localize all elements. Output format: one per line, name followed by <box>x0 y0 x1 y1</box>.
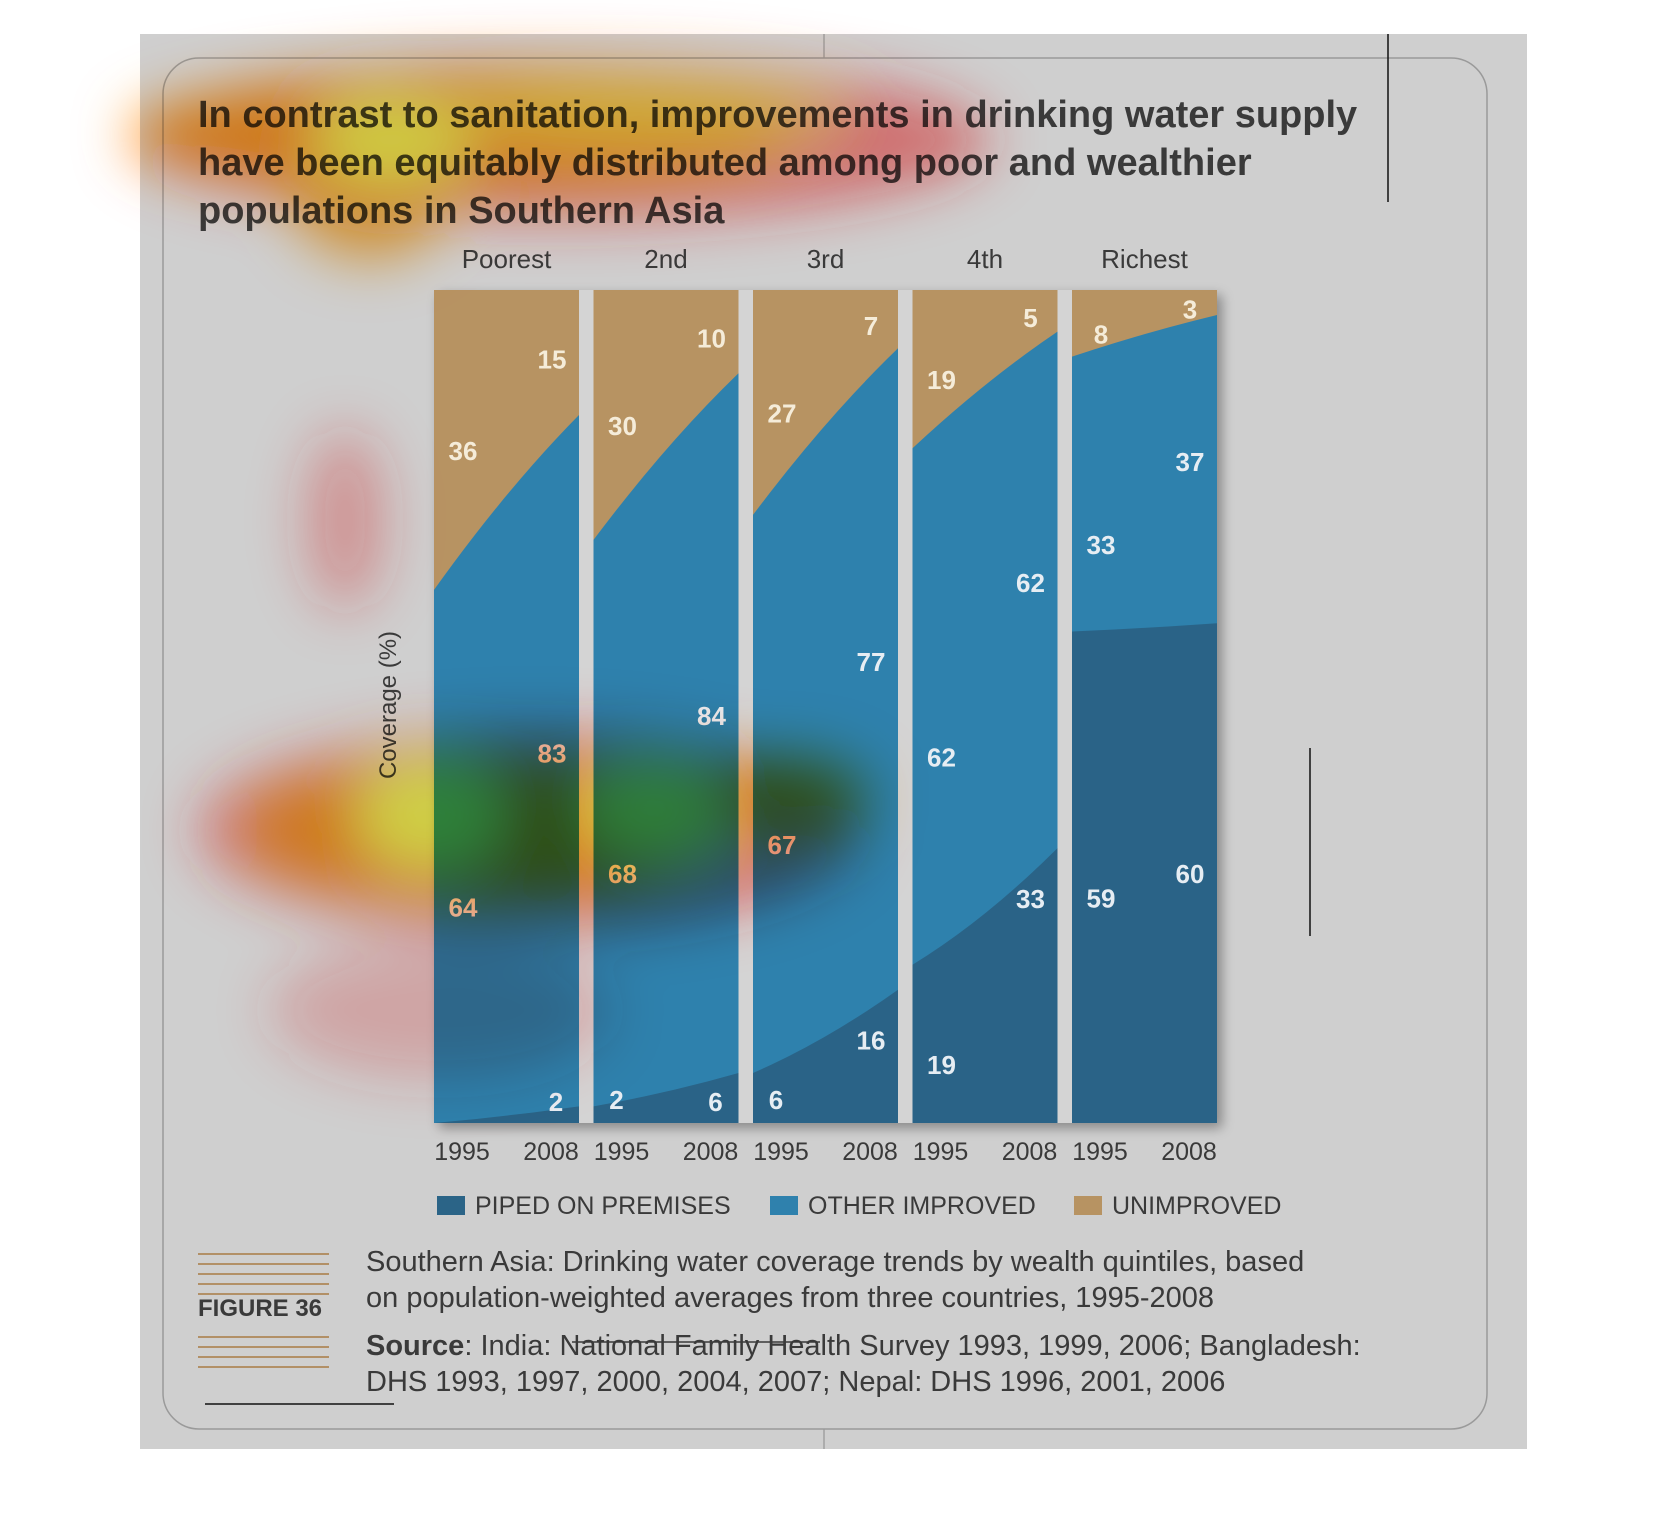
area-other-improved <box>753 348 898 1123</box>
facet-header: Poorest <box>462 244 552 274</box>
attention-heatmap <box>130 60 990 1080</box>
legend-label-other: OTHER IMPROVED <box>808 1192 1036 1220</box>
area-piped <box>912 848 1058 1123</box>
data-label-unimproved: 30 <box>608 411 637 441</box>
data-label-unimproved: 19 <box>927 365 956 395</box>
x-tick-label: 2008 <box>1161 1138 1217 1166</box>
data-label-other: 33 <box>1087 530 1116 560</box>
area-piped <box>753 989 898 1123</box>
facet-header: Richest <box>1101 244 1188 274</box>
data-label-unimproved: 10 <box>697 324 726 354</box>
data-label-piped: 60 <box>1176 859 1205 889</box>
heat-blob <box>305 430 385 610</box>
data-label-unimproved: 5 <box>1023 303 1037 333</box>
heat-blob <box>580 765 730 855</box>
x-tick-label: 1995 <box>434 1138 490 1166</box>
data-label-other: 62 <box>927 743 956 773</box>
x-tick-label: 2008 <box>683 1138 739 1166</box>
data-label-piped: 2 <box>549 1087 563 1117</box>
source-text-1: : India: National Family Health Survey 1… <box>464 1330 1360 1362</box>
data-label-piped: 2 <box>609 1085 623 1115</box>
area-piped <box>434 1106 579 1123</box>
figure-label-rules <box>198 1253 329 1368</box>
facet-headers: Poorest 2nd 3rd 4th Richest <box>462 244 1189 274</box>
data-label-piped: 6 <box>769 1085 783 1115</box>
source-line-1: Source: India: National Family Health Su… <box>366 1330 1361 1362</box>
data-label-unimproved: 27 <box>768 398 797 428</box>
data-label-unimproved: 7 <box>864 311 878 341</box>
panel-border <box>162 57 1488 1430</box>
data-label-unimproved: 8 <box>1094 319 1108 349</box>
heat-blob <box>710 755 870 835</box>
data-label-piped: 19 <box>927 1050 956 1080</box>
x-tick-label: 1995 <box>594 1138 650 1166</box>
legend-swatch-other <box>770 1196 798 1215</box>
facet-header: 2nd <box>644 244 687 274</box>
x-tick-label: 2008 <box>1002 1138 1058 1166</box>
x-tick-label: 1995 <box>913 1138 969 1166</box>
data-label-piped: 59 <box>1087 883 1116 913</box>
figure-label: FIGURE 36 <box>198 1295 322 1322</box>
area-piped <box>1072 623 1217 1123</box>
data-label-piped: 33 <box>1016 884 1045 914</box>
legend-label-piped: PIPED ON PREMISES <box>475 1192 731 1220</box>
x-tick-label: 1995 <box>1072 1138 1128 1166</box>
data-label-other: 37 <box>1176 447 1205 477</box>
legend-swatch-piped <box>437 1196 465 1215</box>
data-label-unimproved: 36 <box>449 436 478 466</box>
data-label-unimproved: 15 <box>538 344 567 374</box>
x-axis-ticks: 1995 2008 1995 2008 1995 2008 1995 2008 1995 2008 <box>434 1138 1217 1166</box>
data-label-piped: 6 <box>708 1087 722 1117</box>
chart-body <box>434 290 1217 1123</box>
x-tick-label: 2008 <box>523 1138 579 1166</box>
facet-header: 3rd <box>807 244 845 274</box>
heat-blob <box>270 940 610 1080</box>
caption: Southern Asia: Drinking water coverage t… <box>366 1246 1361 1398</box>
heat-blob <box>440 80 840 140</box>
legend-swatch-unimproved <box>1074 1196 1102 1215</box>
source-label: Source <box>366 1330 464 1362</box>
data-label-unimproved: 3 <box>1183 294 1197 324</box>
legend: PIPED ON PREMISES OTHER IMPROVED UNIMPROVE… <box>437 1192 1281 1220</box>
data-label-other: 84 <box>697 701 726 731</box>
heat-blob <box>310 95 470 185</box>
area-piped <box>593 1073 739 1123</box>
caption-line-1: Southern Asia: Drinking water coverage t… <box>366 1246 1304 1278</box>
facet-header: 4th <box>967 244 1003 274</box>
data-label-piped: 16 <box>857 1026 886 1056</box>
data-label-other: 62 <box>1016 568 1045 598</box>
source-line-2: DHS 1993, 1997, 2000, 2004, 2007; Nepal:… <box>366 1366 1225 1398</box>
x-tick-label: 2008 <box>842 1138 898 1166</box>
data-label-other: 77 <box>857 647 886 677</box>
legend-label-unimproved: UNIMPROVED <box>1112 1192 1281 1220</box>
caption-line-2: on population-weighted averages from thr… <box>366 1282 1214 1314</box>
heat-blob <box>355 760 505 870</box>
x-tick-label: 1995 <box>753 1138 809 1166</box>
